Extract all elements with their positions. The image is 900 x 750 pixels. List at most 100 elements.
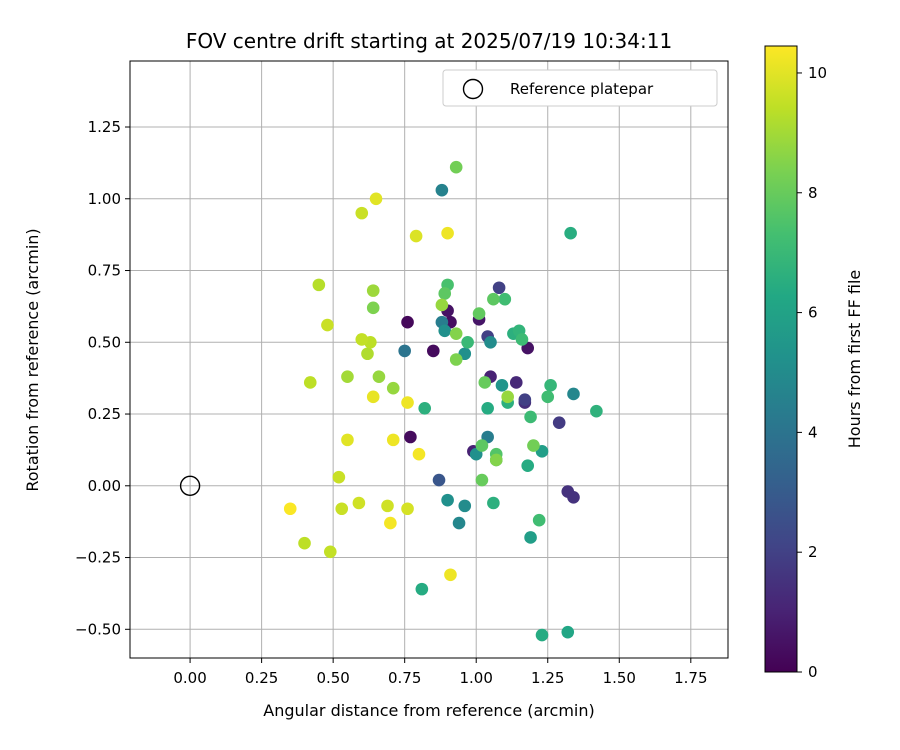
legend-box — [442, 69, 718, 107]
data-point — [487, 496, 500, 510]
data-point — [501, 390, 514, 404]
data-point — [487, 292, 500, 306]
data-point — [366, 390, 380, 404]
data-points — [283, 160, 603, 642]
data-point — [438, 287, 452, 300]
data-point — [412, 447, 426, 461]
data-point — [552, 416, 566, 429]
data-point — [298, 536, 311, 550]
y-tick-label: 0.75 — [88, 262, 121, 280]
data-point — [401, 502, 414, 516]
y-tick-label: 0.25 — [88, 405, 121, 423]
y-axis-ticks: −0.50 −0.25 0.00 0.25 0.50 0.75 1.00 1.25 — [75, 118, 130, 638]
data-point — [341, 433, 354, 447]
chart-title: FOV centre drift starting at 2025/07/19 … — [186, 29, 672, 53]
legend-label: Reference platepar — [510, 80, 654, 98]
data-point — [567, 490, 580, 504]
colorbar-ticks: 0 2 4 6 8 10 — [797, 64, 827, 681]
data-point — [361, 347, 374, 361]
x-tick-label: 1.00 — [460, 669, 493, 687]
x-axis-label: Angular distance from reference (arcmin) — [263, 701, 594, 720]
data-point — [355, 206, 369, 220]
data-point — [432, 473, 446, 487]
colorbar-tick-label: 10 — [808, 64, 827, 82]
data-point — [398, 344, 411, 358]
data-point — [438, 324, 452, 338]
data-point — [461, 335, 474, 349]
y-tick-label: 1.25 — [88, 118, 121, 136]
data-point — [444, 568, 457, 582]
colorbar-tick-label: 0 — [808, 663, 818, 681]
data-point — [384, 516, 397, 530]
data-point — [527, 439, 540, 452]
data-point — [323, 545, 337, 559]
data-point — [541, 390, 555, 404]
data-point — [452, 516, 466, 530]
data-point — [341, 370, 354, 384]
data-point — [524, 410, 537, 424]
data-point — [515, 333, 529, 346]
reference-point-marker — [179, 475, 201, 496]
plot-frame — [129, 60, 729, 659]
data-point — [478, 376, 492, 389]
data-point — [369, 192, 383, 206]
data-point — [404, 430, 417, 444]
x-axis-ticks: 0.00 0.25 0.50 0.75 1.00 1.25 1.50 1.75 — [173, 658, 708, 687]
data-point — [509, 376, 523, 389]
colorbar-gradient — [764, 45, 798, 673]
data-point — [283, 502, 297, 516]
data-point — [458, 499, 472, 513]
y-tick-label: −0.50 — [75, 620, 121, 638]
data-point — [449, 327, 463, 340]
data-point — [415, 582, 429, 596]
data-point — [321, 318, 334, 332]
data-point — [567, 387, 580, 401]
data-point — [352, 496, 366, 510]
data-point — [355, 333, 369, 346]
data-point — [303, 376, 317, 389]
y-tick-label: 0.50 — [88, 333, 121, 351]
legend: Reference platepar — [442, 69, 718, 107]
colorbar-label: Hours from first FF file — [845, 270, 864, 449]
data-point — [366, 284, 380, 297]
data-point — [386, 381, 400, 395]
x-tick-label: 1.25 — [531, 669, 564, 687]
data-point — [495, 379, 509, 392]
data-point — [366, 301, 380, 315]
data-point — [561, 625, 575, 639]
y-tick-label: −0.25 — [75, 549, 121, 567]
colorbar-tick-label: 2 — [808, 543, 818, 561]
data-point — [441, 493, 454, 507]
data-point — [472, 307, 486, 320]
data-point — [532, 513, 546, 527]
data-point — [441, 226, 454, 240]
data-point — [372, 370, 386, 384]
colorbar-tick-label: 8 — [808, 184, 818, 202]
x-tick-label: 0.50 — [316, 669, 349, 687]
data-point — [386, 433, 400, 447]
data-point — [524, 531, 537, 544]
data-point — [335, 502, 349, 516]
data-point — [475, 439, 489, 452]
data-point — [521, 459, 535, 472]
grid — [130, 61, 728, 658]
data-point — [418, 401, 432, 415]
data-point — [518, 393, 532, 406]
data-point — [381, 499, 394, 513]
data-point — [401, 396, 414, 409]
x-tick-label: 0.75 — [388, 669, 421, 687]
x-tick-label: 0.25 — [245, 669, 278, 687]
colorbar: 0 2 4 6 8 10 Hours from first FF file — [764, 45, 864, 681]
x-tick-label: 1.50 — [603, 669, 636, 687]
data-point — [435, 183, 449, 197]
data-point — [489, 453, 503, 467]
data-point — [544, 379, 557, 392]
colorbar-tick-label: 6 — [808, 304, 818, 322]
y-axis-label: Rotation from reference (arcmin) — [23, 228, 42, 491]
data-point — [492, 281, 506, 295]
data-point — [475, 473, 489, 487]
data-point — [481, 401, 494, 415]
data-point — [449, 353, 463, 366]
data-point — [435, 298, 449, 312]
